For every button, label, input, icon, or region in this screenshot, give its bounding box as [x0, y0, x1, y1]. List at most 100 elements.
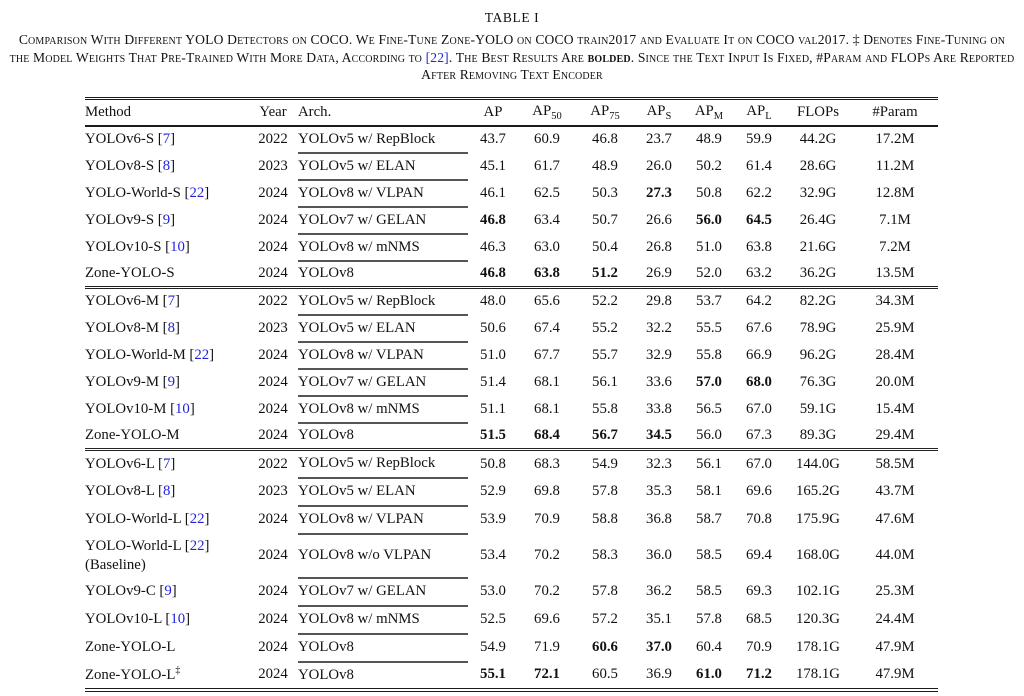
citation-ref[interactable]: 7: [167, 293, 176, 310]
metric-cell: 61.0: [696, 666, 722, 682]
citation-ref[interactable]: 22: [194, 346, 210, 363]
citation-ref[interactable]: 10: [170, 238, 185, 255]
caption-citation-ref[interactable]: [22]: [425, 49, 449, 65]
citation-ref[interactable]: 22: [189, 511, 205, 527]
metric-cell: 51.4: [480, 373, 506, 390]
col-header-aps: APS: [646, 102, 672, 122]
metric-cell: 56.7: [592, 426, 618, 443]
metric-cell: 47.9M: [875, 639, 915, 655]
metric-cell: 67.6: [746, 319, 772, 336]
metric-cell: 50.7: [592, 211, 618, 228]
metric-cell: 67.0: [746, 400, 772, 417]
table-row: YOLOv8-S [8] 2023 YOLOv5 w/ ELAN 45.1 61.7 48…: [85, 152, 938, 181]
arch-cell: YOLOv8 w/ mNMS: [298, 233, 468, 262]
metric-cell: 34.3M: [875, 293, 915, 310]
method-name: YOLOv8-L [8]: [85, 483, 176, 499]
metric-cell: 82.2G: [799, 293, 837, 310]
metric-cell: 120.3G: [796, 611, 840, 627]
method-cell: YOLO-World-M [22]: [85, 342, 248, 369]
year-cell: 2024: [258, 547, 288, 563]
citation-ref[interactable]: 9: [167, 373, 176, 390]
metric-cell: 58.7: [696, 511, 722, 527]
col-header-ap50: AP50: [532, 102, 562, 122]
metric-cell: 7.1M: [879, 211, 911, 228]
table-row: YOLOv6-M [7] 2022 YOLOv5 w/ RepBlock 48.0 65…: [85, 287, 938, 316]
header-subscript: L: [765, 110, 772, 122]
metric-cell: 24.4M: [875, 611, 915, 627]
method-cell: YOLOv6-M [7]: [85, 288, 248, 315]
metric-cell: 28.4M: [875, 346, 915, 363]
arch-cell: YOLOv7 w/ GELAN: [298, 368, 468, 397]
metric-cell: 51.0: [480, 346, 506, 363]
metric-cell: 47.9M: [875, 666, 915, 682]
metric-cell: 46.8: [480, 264, 506, 281]
metric-cell: 35.1: [646, 611, 672, 627]
method-name: YOLO-World-L [22]: [85, 511, 210, 527]
table-row: Zone-YOLO-L‡ 2024 YOLOv8 55.1 72.1 60.5 36.9 61…: [85, 662, 938, 690]
citation-ref[interactable]: 7: [162, 131, 171, 147]
metric-cell: 43.7M: [875, 483, 915, 499]
arch-cell: YOLOv5 w/ ELAN: [298, 152, 468, 181]
citation-ref[interactable]: 22: [189, 537, 205, 554]
year-cell: 2022: [258, 293, 288, 310]
citation-ref[interactable]: 10: [175, 400, 190, 417]
citation-ref[interactable]: 8: [167, 319, 176, 336]
method-cell: YOLOv10-L [10]: [85, 606, 248, 634]
metric-cell: 57.2: [592, 611, 618, 627]
metric-cell: 96.2G: [799, 346, 837, 363]
metric-cell: 23.7: [646, 131, 672, 147]
citation-ref[interactable]: 7: [162, 455, 171, 472]
table-caption: Comparison With Different YOLO Detectors…: [8, 31, 1016, 84]
metric-cell: 58.5: [696, 547, 722, 563]
citation-ref[interactable]: 22: [189, 184, 205, 201]
metric-cell: 71.2: [746, 666, 772, 682]
citation-ref[interactable]: 8: [162, 483, 171, 499]
citation-ref[interactable]: 8: [162, 157, 171, 174]
header-subscript: 50: [551, 110, 562, 122]
metric-cell: 52.9: [480, 483, 506, 499]
metric-cell: 68.1: [534, 400, 560, 417]
table-row: YOLO-World-L [22] 2024 YOLOv8 w/ VLPAN 53.9…: [85, 505, 938, 535]
year-cell: 2024: [258, 639, 288, 655]
metric-cell: 32.3: [646, 455, 672, 472]
metric-cell: 56.0: [696, 211, 722, 228]
metric-cell: 61.4: [746, 157, 772, 174]
metric-cell: 34.5: [646, 426, 672, 443]
arch-cell: YOLOv7 w/ GELAN: [298, 577, 468, 607]
method-name: YOLOv8-S [8]: [85, 157, 176, 174]
method-cell: YOLOv8-L [8]: [85, 478, 248, 506]
method-name: YOLOv9-S [9]: [85, 211, 176, 228]
metric-cell: 43.7: [480, 131, 506, 147]
metric-cell: 25.3M: [875, 583, 915, 599]
metric-cell: 60.6: [592, 639, 618, 655]
metric-cell: 60.9: [534, 131, 560, 147]
metric-cell: 32.9G: [799, 184, 837, 201]
citation-ref[interactable]: 10: [170, 611, 186, 627]
table-header: Method Year Arch. AP AP50 AP75 APS APM APL FLOPs #…: [85, 99, 938, 126]
arch-cell: YOLOv8: [298, 633, 468, 663]
metric-cell: 33.6: [646, 373, 672, 390]
arch-cell: YOLOv7 w/ GELAN: [298, 206, 468, 235]
caption-text-2: . The Best Results Are: [448, 49, 588, 65]
metric-cell: 58.1: [696, 483, 722, 499]
metric-cell: 63.8: [534, 264, 560, 281]
metric-cell: 59.9: [746, 131, 772, 147]
metric-cell: 53.0: [480, 583, 506, 599]
metric-cell: 89.3G: [799, 426, 837, 443]
metric-cell: 168.0G: [796, 547, 840, 563]
method-cell: YOLO-World-S [22]: [85, 180, 248, 207]
metric-cell: 68.4: [534, 426, 560, 443]
table-row: YOLOv9-C [9] 2024 YOLOv7 w/ GELAN 53.0 70.2 5…: [85, 577, 938, 607]
metric-cell: 26.9: [646, 264, 672, 281]
arch-cell: YOLOv5 w/ ELAN: [298, 314, 468, 343]
metric-cell: 70.2: [534, 583, 560, 599]
metric-cell: 51.0: [696, 238, 722, 255]
metric-cell: 55.7: [592, 346, 618, 363]
table-row: Zone-YOLO-L 2024 YOLOv8 54.9 71.9 60.6 37.0 60.…: [85, 633, 938, 663]
table-row: Zone-YOLO-M 2024 YOLOv8 51.5 68.4 56.7 34.5 56.…: [85, 423, 938, 450]
metric-cell: 17.2M: [875, 131, 915, 147]
citation-ref[interactable]: 9: [162, 211, 171, 228]
metric-cell: 53.4: [480, 547, 506, 563]
citation-ref[interactable]: 9: [164, 583, 172, 599]
caption-text-1: Comparison With Different YOLO Detectors…: [9, 32, 1006, 65]
